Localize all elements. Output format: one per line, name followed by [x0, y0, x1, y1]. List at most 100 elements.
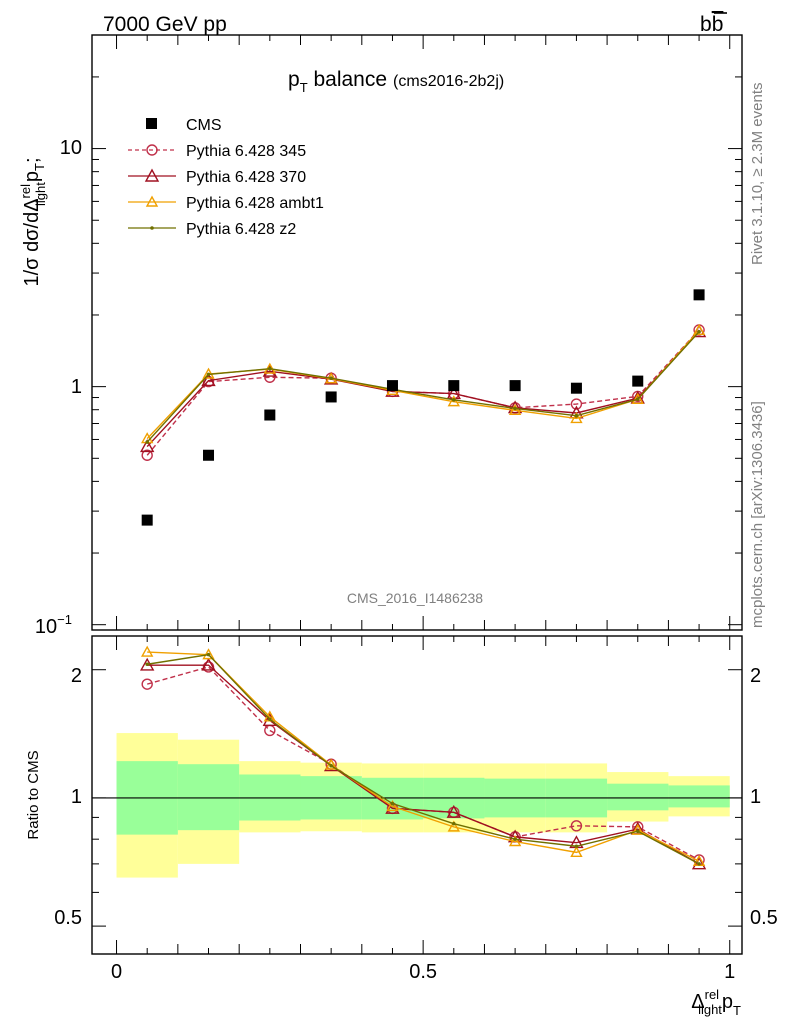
main-point-cms — [448, 380, 460, 392]
legend-entry-370: Pythia 6.428 370 — [128, 168, 306, 186]
main-point-pythia-6-428-z2 — [697, 329, 701, 334]
main-point-pythia-6-428-345 — [264, 371, 276, 383]
legend-marker-z2 — [150, 226, 154, 230]
legend-entry-z2: Pythia 6.428 z2 — [128, 221, 296, 238]
legend-label-370: Pythia 6.428 370 — [186, 169, 306, 186]
ratio-y-tick-label-0.5-right: 0.5 — [750, 907, 778, 929]
ratio-line-pythia-6-428-ambt1 — [147, 651, 700, 862]
ratio-point-pythia-6-428-z2 — [635, 829, 640, 834]
x-tick-label-0: 0 — [111, 961, 122, 983]
ratio-point-pythia-6-428-z2 — [329, 763, 333, 768]
ratio-tick-labels: 2 1 0.5 2 1 0.5 0 0.5 1 — [54, 665, 778, 983]
main-tick-labels: 10 1 10−1 — [35, 137, 82, 638]
ratio-point-pythia-6-428-ambt1 — [140, 645, 154, 657]
ratio-y-tick-label-1: 1 — [71, 786, 82, 808]
main-point-pythia-6-428-z2 — [574, 413, 579, 418]
legend: CMS Pythia 6.428 345 Pythia 6.428 370 Py… — [128, 117, 324, 238]
ratio-y-tick-label-1-right: 1 — [750, 786, 761, 808]
legend-label-ambt1: Pythia 6.428 ambt1 — [186, 195, 324, 212]
main-point-cms — [509, 380, 521, 392]
main-ticks — [92, 34, 742, 630]
legend-label-cms: CMS — [186, 117, 222, 134]
legend-entry-cms: CMS — [146, 117, 222, 134]
main-line-pythia-6-428-370 — [146, 331, 700, 448]
main-point-pythia-6-428-ambt1 — [447, 395, 460, 407]
legend-marker-345 — [146, 144, 158, 156]
ratio-point-pythia-6-428-345 — [141, 678, 153, 690]
ratio-point-pythia-6-428-z2 — [574, 844, 579, 849]
main-line-pythia-6-428-ambt1 — [146, 329, 700, 440]
main-point-pythia-6-428-370 — [139, 439, 155, 453]
legend-label-z2: Pythia 6.428 z2 — [186, 221, 296, 238]
legend-entry-ambt1: Pythia 6.428 ambt1 — [128, 195, 324, 212]
main-point-pythia-6-428-z2 — [513, 406, 517, 411]
rivet-label: Rivet 3.1.10, ≥ 2.3M events — [749, 83, 766, 266]
main-point-cms — [632, 375, 644, 387]
ratio-point-pythia-6-428-345 — [264, 724, 276, 737]
main-point-pythia-6-428-z2 — [451, 398, 456, 402]
ratio-band-inner — [668, 785, 730, 808]
ratio-y-axis-label: Ratio to CMS — [25, 750, 42, 839]
ratio-y-tick-label-2: 2 — [71, 665, 82, 687]
main-point-pythia-6-428-370 — [507, 400, 523, 414]
main-line-pythia-6-428-z2 — [146, 331, 700, 443]
ratio-line-pythia-6-428-z2 — [147, 653, 700, 865]
ratio-point-pythia-6-428-370 — [139, 657, 155, 671]
ratio-point-pythia-6-428-ambt1 — [570, 845, 583, 858]
main-point-pythia-6-428-ambt1 — [631, 392, 644, 404]
x-axis-label: Δrel lightpT — [691, 987, 741, 1018]
ratio-point-pythia-6-428-z2 — [451, 821, 456, 826]
chart-title: pT balance (cms2016-2b2j) — [288, 68, 504, 95]
main-point-cms — [325, 391, 337, 403]
y-tick-label-1: 1 — [71, 376, 82, 398]
main-point-cms — [203, 449, 215, 461]
ratio-frame — [91, 635, 743, 955]
ratio-marks — [139, 645, 707, 870]
x-tick-label-1: 1 — [724, 961, 735, 983]
ratio-panel: 2 1 0.5 2 1 0.5 0 0.5 1 Ratio to CMS Δre… — [25, 635, 778, 1018]
main-point-pythia-6-428-z2 — [206, 372, 211, 377]
mcplots-label: mcplots.cern.ch [arXiv:1306.3436] — [749, 401, 766, 628]
ratio-point-pythia-6-428-z2 — [390, 801, 395, 806]
ratio-point-pythia-6-428-ambt1 — [447, 820, 460, 832]
ratio-point-pythia-6-428-370 — [691, 856, 707, 870]
main-point-pythia-6-428-345 — [202, 375, 215, 388]
main-point-pythia-6-428-345 — [570, 398, 583, 410]
legend-entry-345: Pythia 6.428 345 — [128, 143, 306, 160]
ratio-point-pythia-6-428-ambt1 — [386, 799, 399, 812]
ratio-point-pythia-6-428-370 — [201, 657, 216, 671]
ratio-point-pythia-6-428-ambt1 — [202, 648, 215, 660]
process-label: bb — [700, 13, 723, 36]
ratio-point-pythia-6-428-ambt1 — [631, 823, 644, 835]
ratio-point-pythia-6-428-z2 — [513, 837, 517, 841]
main-point-pythia-6-428-ambt1 — [692, 323, 706, 335]
main-point-pythia-6-428-z2 — [329, 376, 333, 381]
main-point-cms — [570, 382, 582, 394]
legend-label-345: Pythia 6.428 345 — [186, 143, 306, 160]
main-point-pythia-6-428-z2 — [635, 397, 640, 402]
legend-marker-cms — [146, 118, 157, 129]
y-tick-label-0.1: 10−1 — [35, 612, 72, 638]
ratio-point-pythia-6-428-370 — [446, 804, 461, 818]
ratio-band-inner — [607, 783, 669, 811]
main-point-cms — [693, 289, 705, 301]
ratio-line-pythia-6-428-370 — [147, 664, 700, 865]
main-point-cms — [141, 514, 153, 526]
main-point-pythia-6-428-370 — [201, 373, 216, 387]
main-point-cms — [264, 409, 276, 421]
main-marks — [139, 289, 707, 526]
legend-marker-370 — [144, 168, 160, 182]
main-point-cms — [386, 380, 398, 392]
main-frame — [91, 34, 743, 631]
ratio-band-inner — [177, 764, 240, 831]
ratio-point-pythia-6-428-z2 — [697, 862, 701, 866]
ratio-y-tick-label-2-right: 2 — [750, 665, 761, 687]
main-point-pythia-6-428-ambt1 — [570, 412, 583, 424]
analysis-id-label: CMS_2016_I1486238 — [347, 590, 483, 606]
ratio-point-pythia-6-428-345 — [570, 820, 583, 832]
main-point-pythia-6-428-z2 — [145, 440, 149, 444]
energy-label: 7000 GeV pp — [103, 13, 227, 36]
ratio-point-pythia-6-428-z2 — [145, 662, 149, 667]
ratio-ticks — [92, 636, 742, 954]
